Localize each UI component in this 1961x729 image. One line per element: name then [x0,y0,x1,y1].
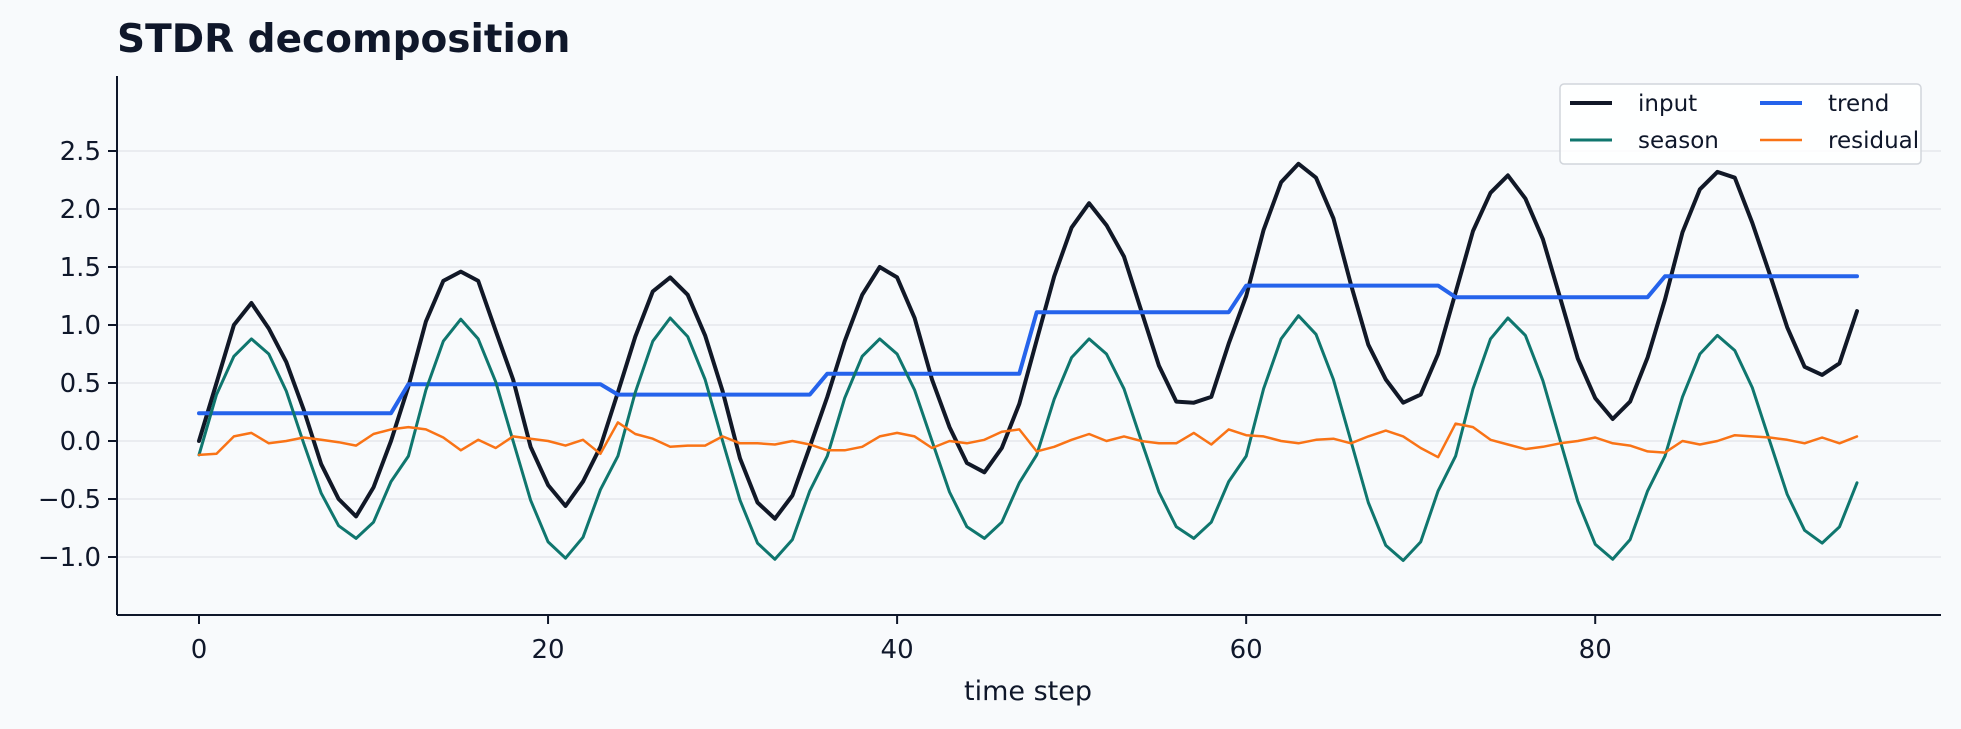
y-tick-label: 0.5 [60,369,101,399]
series-line-season [197,314,1859,562]
x-ticks: 0 20 40 60 80 [191,615,1612,665]
x-axis-label: time step [964,676,1092,707]
y-tick-label: 0.0 [60,427,101,457]
gridlines [117,150,1941,558]
x-tick-label: 20 [532,635,565,665]
series-layer [197,161,1859,562]
legend-label-input: input [1638,91,1697,117]
legend-label-trend: trend [1828,91,1889,117]
y-tick-label: 2.0 [60,195,101,225]
series-line-trend [197,274,1859,416]
y-tick-label: −0.5 [38,485,101,515]
legend-label-residual: residual [1828,128,1919,154]
chart-title: STDR decomposition [117,17,570,62]
y-tick-label: −1.0 [38,543,101,573]
legend-box [1559,83,1922,165]
x-tick-label: 80 [1579,635,1612,665]
x-tick-label: 60 [1230,635,1263,665]
y-tick-label: 1.5 [60,253,101,283]
y-ticks: −1.0 −0.5 0.0 0.5 1.0 1.5 2.0 2.5 [38,137,117,573]
x-tick-label: 40 [881,635,914,665]
legend-label-season: season [1638,128,1719,154]
series-line-residual [197,421,1859,459]
axes [116,76,1941,616]
legend: input trend season residual [1559,83,1922,165]
x-tick-label: 0 [191,635,208,665]
series-line-input [197,161,1859,521]
y-tick-label: 1.0 [60,311,101,341]
y-tick-label: 2.5 [60,137,101,167]
